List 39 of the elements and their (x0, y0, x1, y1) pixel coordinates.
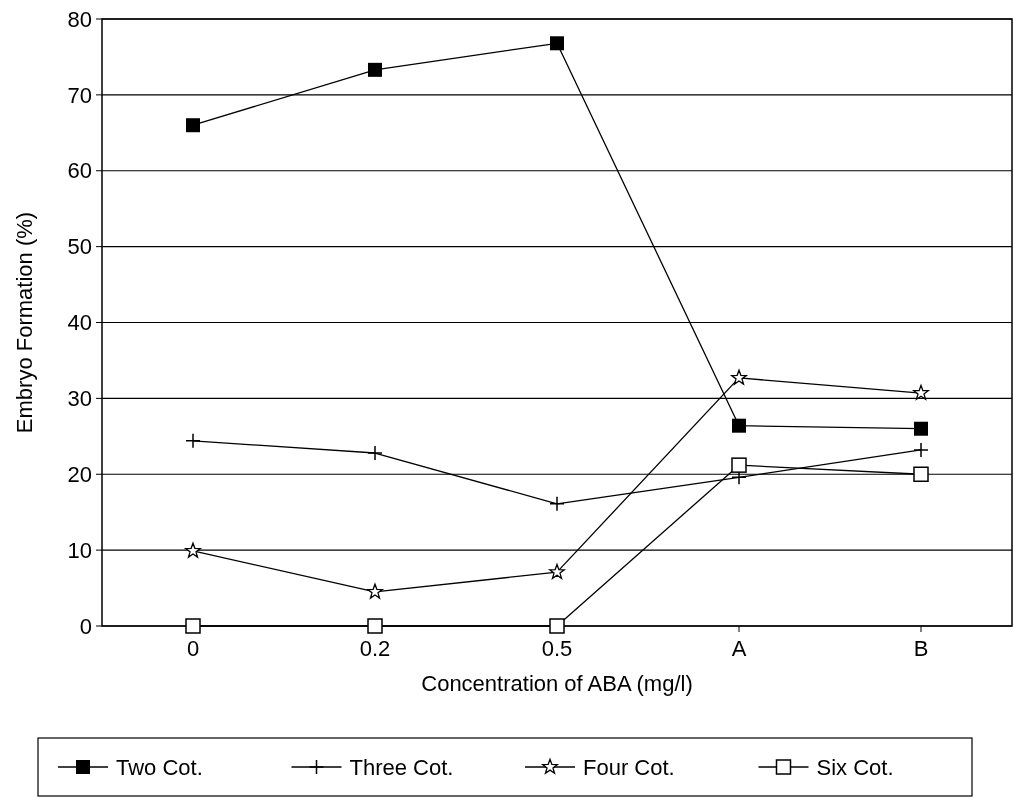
x-axis-title: Concentration of ABA (mg/l) (421, 671, 693, 696)
legend-label: Six Cot. (816, 754, 894, 780)
point (913, 384, 929, 400)
x-tick-label: A (731, 636, 747, 661)
point (368, 62, 382, 77)
legend-label: Three Cot. (349, 754, 454, 780)
y-tick-label: 40 (67, 310, 92, 336)
y-tick-label: 80 (67, 6, 92, 32)
y-tick-label: 60 (67, 158, 92, 184)
point (185, 433, 201, 449)
x-tick-label: 0.2 (359, 636, 391, 661)
point (185, 618, 201, 634)
point (186, 118, 200, 133)
point (913, 442, 929, 458)
point (367, 618, 383, 634)
y-tick-label: 10 (67, 537, 92, 563)
point (549, 563, 565, 580)
y-tick-label: 0 (79, 613, 92, 639)
point (550, 36, 564, 51)
y-tick-label: 50 (67, 234, 92, 260)
point (731, 457, 747, 473)
point (732, 418, 746, 433)
x-tick-label: 0 (186, 636, 200, 661)
point (549, 618, 565, 634)
point (367, 445, 383, 461)
x-tick-label: B (913, 636, 929, 661)
x-tick-label: 0.5 (541, 636, 573, 661)
point (913, 466, 929, 482)
y-axis-title: Embryo Formation (%) (12, 211, 37, 434)
point (549, 496, 565, 512)
point (185, 542, 201, 558)
point (914, 421, 928, 436)
point (731, 369, 747, 385)
point (367, 583, 383, 599)
y-tick-label: 20 (67, 461, 92, 487)
legend-label: Four Cot. (583, 754, 675, 780)
legend-label: Two Cot. (116, 754, 203, 780)
y-tick-label: 30 (67, 386, 92, 412)
y-tick-label: 70 (67, 82, 92, 108)
